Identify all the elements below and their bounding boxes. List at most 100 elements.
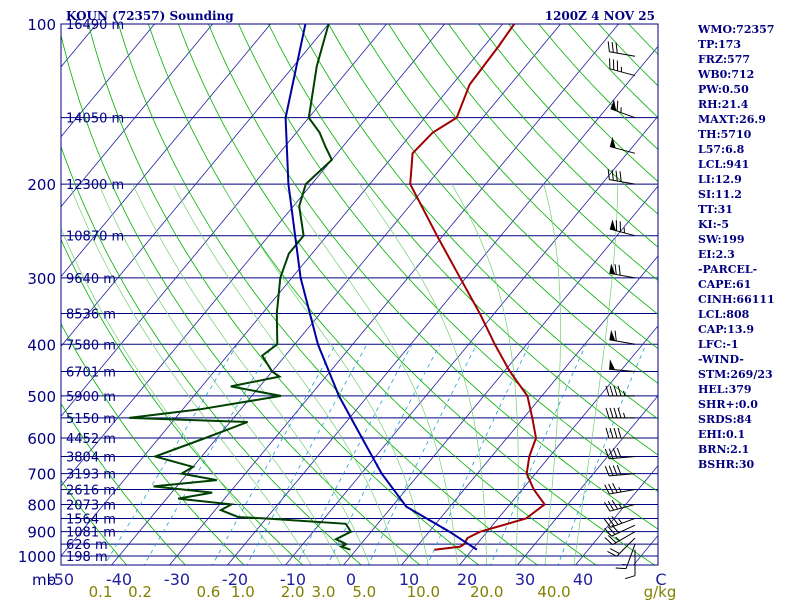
dry-adiabat-line: [61, 323, 245, 565]
dry-adiabat-line: [147, 24, 597, 565]
moist-adiabat-line: [69, 183, 312, 565]
isotherm-line: [285, 115, 658, 565]
pressure-tick-label: 800: [27, 496, 56, 514]
mixing-ratio-tick-label: 2.0: [281, 583, 305, 600]
index-value: SI:11.2: [698, 188, 742, 201]
index-value: CAP:13.9: [698, 323, 755, 336]
dry-adiabat-line: [61, 33, 421, 565]
isotherm-line: [169, 24, 620, 565]
index-value: LFC:-1: [698, 338, 739, 351]
wind-barb: [610, 99, 636, 119]
barb-feather: [604, 528, 612, 537]
moist-adiabat-line: [451, 183, 519, 565]
mixing-ratio-line: [367, 344, 477, 565]
isotherm-line: [575, 465, 658, 565]
barb-feather: [604, 484, 610, 495]
mixing-ratio-tick-label: 5.0: [352, 583, 376, 600]
barb-pennant: [610, 99, 617, 111]
index-value: CAPE:61: [698, 278, 752, 291]
height-label: 10870 m: [66, 230, 124, 245]
index-value: TH:5710: [698, 128, 752, 141]
index-value: TT:31: [698, 203, 733, 216]
barb-staff: [609, 489, 636, 495]
data-curves: [129, 24, 546, 551]
mixing-ratio-line: [490, 344, 587, 565]
isotherm-line: [61, 24, 156, 138]
temperature-tick-label: 40: [573, 570, 593, 589]
mixing-ratio-line: [211, 344, 337, 565]
dry-adiabat-line: [177, 24, 656, 565]
index-value: SRDS:84: [698, 413, 752, 426]
barb-pennant: [609, 219, 616, 231]
dry-adiabat-line: [268, 24, 658, 456]
barb-feather: [609, 407, 614, 419]
wind-barb: [604, 483, 636, 495]
wind-barb: [624, 549, 636, 580]
barb-feather: [605, 385, 610, 396]
index-value: -PARCEL-: [698, 263, 758, 276]
barb-feather: [614, 264, 617, 275]
dry-adiabat-line: [358, 24, 658, 350]
barb-feather: [615, 170, 618, 182]
wind-barb: [603, 515, 636, 528]
barb-pennant: [609, 329, 616, 341]
barb-half-feather: [618, 518, 623, 524]
wind-barb: [609, 359, 636, 373]
barb-feather: [611, 42, 614, 53]
index-value: SHR+:0.0: [698, 398, 758, 411]
barb-feather: [608, 465, 614, 476]
barb-feather: [607, 550, 617, 557]
barb-staff: [609, 473, 636, 477]
barb-feather: [604, 537, 613, 546]
height-label: 5150 m: [66, 412, 116, 427]
barb-feather: [607, 41, 610, 52]
dry-adiabat-line: [117, 24, 538, 565]
index-value: LI:12.9: [698, 173, 742, 186]
isotherm-line: [61, 24, 272, 278]
dry-adiabat-line: [61, 238, 304, 565]
parcel-profile: [284, 24, 478, 551]
barb-staff: [609, 51, 636, 57]
index-value: SW:199: [698, 233, 745, 246]
chart-time: 1200Z 4 NOV 25: [545, 9, 655, 23]
barb-feather: [608, 535, 617, 544]
isotherm-line: [61, 24, 504, 557]
barb-feather: [619, 171, 622, 182]
height-label: 626 m: [66, 538, 108, 553]
temperature-tick-label: -20: [222, 570, 248, 589]
index-value: EHI:0.1: [698, 428, 746, 441]
height-label: 1081 m: [66, 526, 116, 541]
barb-staff: [610, 517, 636, 528]
barb-feather: [613, 385, 618, 396]
mixing-ratio-unit: g/kg: [644, 583, 677, 600]
mixing-ratio-line: [557, 344, 647, 565]
barb-staff: [609, 146, 636, 154]
dewpoint-profile: [129, 24, 353, 551]
dry-adiabat-line: [87, 24, 480, 565]
barb-feather: [617, 427, 622, 439]
index-value: BSHR:30: [698, 458, 755, 471]
barb-staff: [612, 531, 636, 546]
chart-title: KOUN (72357) Sounding: [66, 9, 234, 23]
height-label: 4452 m: [66, 432, 116, 447]
wind-barbs: [603, 41, 636, 580]
barb-feather: [607, 500, 615, 511]
index-value: STM:269/23: [698, 368, 773, 381]
mixing-ratio-tick-label: 20.0: [470, 583, 503, 600]
barb-feather: [603, 518, 611, 528]
wind-barb: [604, 464, 636, 477]
wind-barb: [609, 329, 636, 345]
isotherm-line: [227, 45, 658, 565]
pressure-tick-label: 200: [27, 176, 56, 194]
height-label: 1564 m: [66, 512, 116, 527]
index-value: FRZ:577: [698, 53, 751, 66]
barb-feather: [611, 169, 614, 181]
barb-pennant: [609, 263, 616, 275]
moist-adiabat-line: [573, 184, 619, 565]
barb-staff: [609, 455, 636, 460]
mixing-ratio-line: [246, 344, 368, 565]
index-value: KI:-5: [698, 218, 729, 231]
wind-barb: [609, 263, 636, 279]
index-value: LCL:941: [698, 158, 750, 171]
